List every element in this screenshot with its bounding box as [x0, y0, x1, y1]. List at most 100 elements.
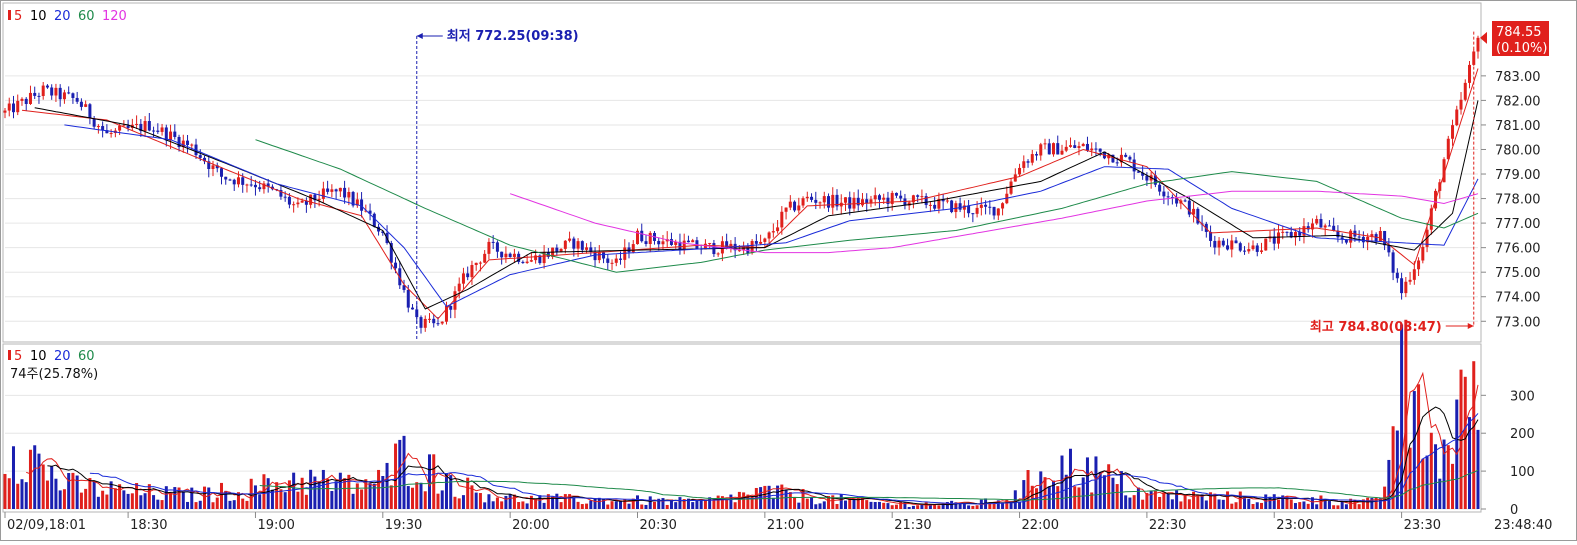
volume-bar	[1463, 376, 1467, 509]
price-plot-area	[2, 2, 1482, 343]
candle-body	[41, 85, 45, 97]
candle-body	[1451, 125, 1455, 139]
candle-body	[958, 203, 962, 210]
price-legend-item: 5	[14, 9, 22, 24]
candle-body	[186, 140, 190, 145]
candle-body	[754, 241, 758, 244]
volume-bar	[258, 494, 262, 509]
volume-bar	[219, 482, 223, 509]
volume-bar	[703, 499, 707, 509]
candle-body	[1026, 161, 1030, 163]
volume-bar	[648, 496, 652, 509]
candle-body	[283, 196, 287, 198]
volume-bar	[669, 499, 673, 509]
volume-bar	[933, 504, 937, 509]
volume-bar	[1285, 496, 1289, 509]
volume-bar	[500, 501, 504, 509]
volume-bar	[882, 502, 886, 509]
candle-body	[1370, 234, 1374, 237]
candle-body	[474, 262, 478, 266]
volume-bar	[245, 500, 249, 509]
volume-bar	[907, 506, 911, 509]
price-ytick-label: 778.00	[1495, 193, 1541, 208]
candle-body	[75, 97, 79, 102]
candle-body	[156, 130, 160, 132]
candle-body	[521, 261, 525, 263]
volume-bar	[1238, 491, 1242, 509]
candle-body	[368, 210, 372, 214]
volume-bar	[1251, 503, 1255, 509]
candle-body	[33, 92, 37, 96]
candle-body	[135, 123, 139, 125]
candle-body	[619, 258, 623, 260]
candle-body	[258, 187, 262, 190]
candle-body	[814, 199, 818, 203]
candle-body	[377, 226, 381, 232]
candle-body	[614, 258, 618, 263]
volume-ma-line-20	[89, 413, 1479, 505]
candle-body	[610, 262, 614, 264]
candle-body	[1085, 143, 1089, 151]
candle-body	[478, 262, 482, 264]
candle-body	[678, 241, 682, 251]
volume-bar	[1115, 484, 1119, 509]
volume-bar	[364, 479, 368, 509]
candle-body	[907, 202, 911, 206]
volume-bar	[1281, 495, 1285, 509]
candle-body	[602, 252, 606, 259]
x-tick-label: 21:30	[894, 518, 931, 533]
volume-bar	[368, 483, 372, 509]
candle-body	[381, 231, 385, 233]
volume-bar	[275, 482, 279, 509]
candle-body	[822, 196, 826, 203]
candle-body	[1213, 240, 1217, 248]
candle-body	[37, 95, 41, 97]
candle-body	[984, 204, 988, 207]
x-tick-label: 20:30	[639, 518, 676, 533]
volume-bar	[958, 502, 962, 509]
volume-bar	[894, 504, 898, 509]
candle-body	[640, 230, 644, 242]
candle-body	[1166, 196, 1170, 198]
candle-body	[45, 85, 49, 88]
volume-bar	[321, 469, 325, 509]
volume-bar	[920, 504, 924, 509]
volume-bar	[1149, 491, 1153, 509]
volume-bar	[805, 498, 809, 509]
volume-bar	[1451, 463, 1455, 509]
volume-bar	[1187, 499, 1191, 509]
volume-bar	[449, 475, 453, 509]
candle-body	[631, 244, 635, 253]
candle-body	[1221, 240, 1225, 246]
volume-bar	[1247, 498, 1251, 509]
volume-bar	[453, 496, 457, 509]
candle-body	[96, 126, 100, 128]
candle-body	[1336, 230, 1340, 238]
candle-body	[411, 307, 415, 310]
volume-bar	[542, 502, 546, 509]
candle-body	[1264, 238, 1268, 251]
volume-bar	[1162, 492, 1166, 509]
volume-bar	[270, 489, 274, 509]
price-ytick-label: 776.00	[1495, 242, 1541, 257]
volume-bar	[801, 488, 805, 509]
price-legend-item: 10	[30, 9, 47, 24]
volume-bar	[1230, 503, 1234, 509]
candle-body	[1281, 231, 1285, 233]
candle-body	[355, 199, 359, 206]
volume-bar	[865, 500, 869, 509]
volume-bar	[1183, 494, 1187, 509]
candle-body	[88, 104, 92, 119]
volume-bar	[203, 486, 207, 509]
volume-bar	[1408, 447, 1412, 509]
candle-body	[979, 204, 983, 208]
volume-bar	[992, 503, 996, 509]
candle-body	[759, 241, 763, 244]
volume-bar	[423, 491, 427, 509]
candle-body	[686, 240, 690, 243]
candle-body	[292, 204, 296, 206]
volume-bar	[411, 487, 415, 509]
candle-body	[1400, 278, 1404, 294]
candle-body	[1077, 146, 1081, 148]
volume-bar	[372, 483, 376, 509]
